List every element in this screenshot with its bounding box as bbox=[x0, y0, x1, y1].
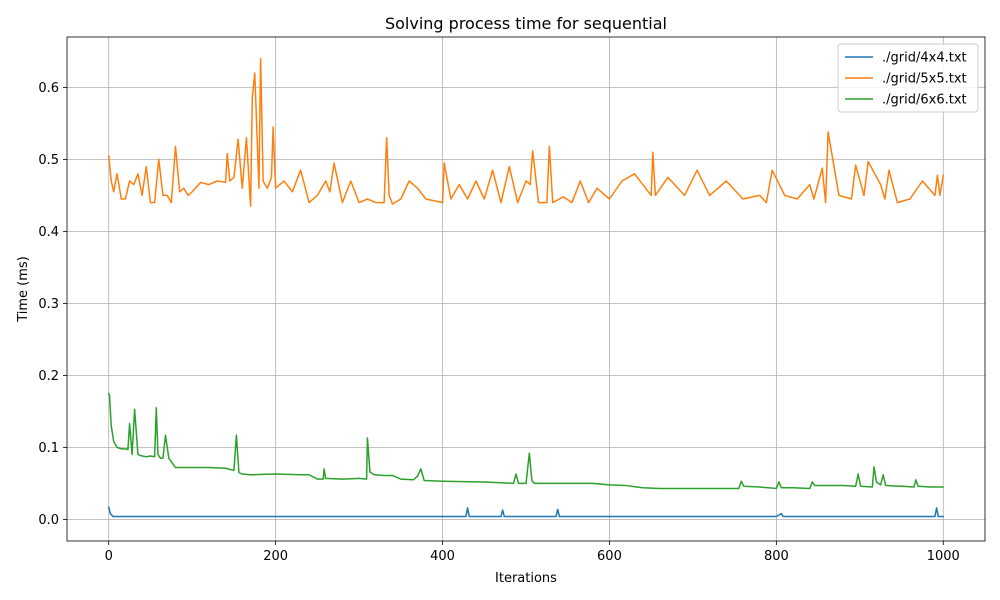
chart-title: Solving process time for sequential bbox=[385, 14, 667, 33]
y-tick-label: 0.6 bbox=[38, 81, 59, 96]
y-tick-label: 0.1 bbox=[38, 441, 59, 456]
legend: ./grid/4x4.txt ./grid/5x5.txt ./grid/6x6.t… bbox=[837, 43, 979, 113]
x-tick-label: 400 bbox=[430, 549, 455, 564]
series-line-3 bbox=[107, 392, 945, 490]
x-tick-label: 0 bbox=[105, 549, 113, 564]
grid-layer bbox=[67, 37, 985, 541]
tick-layer: 0 200 400 600 800 1000 0.0 0.1 0.2 0.3 0.4 0.5 0.6 bbox=[38, 81, 960, 564]
series-line-2 bbox=[107, 57, 945, 207]
series-line-1 bbox=[107, 506, 945, 518]
x-tick-label: 200 bbox=[263, 549, 288, 564]
legend-box bbox=[837, 43, 979, 113]
legend-label: ./grid/6x6.txt bbox=[882, 93, 967, 108]
legend-label: ./grid/5x5.txt bbox=[882, 72, 967, 87]
y-tick-label: 0.2 bbox=[38, 369, 59, 384]
plot-frame bbox=[66, 36, 986, 542]
series-layer bbox=[107, 57, 945, 518]
x-tick-label: 1000 bbox=[927, 549, 960, 564]
y-tick-label: 0.4 bbox=[38, 225, 59, 240]
y-tick-label: 0.0 bbox=[38, 513, 59, 528]
y-axis-label: Time (ms) bbox=[16, 256, 31, 323]
x-axis-label: Iterations bbox=[495, 571, 557, 586]
x-tick-label: 800 bbox=[764, 549, 789, 564]
y-tick-label: 0.5 bbox=[38, 153, 59, 168]
legend-items: ./grid/4x4.txt ./grid/5x5.txt ./grid/6x6.t… bbox=[845, 51, 967, 108]
legend-label: ./grid/4x4.txt bbox=[882, 51, 967, 66]
x-tick-label: 600 bbox=[597, 549, 622, 564]
y-tick-label: 0.3 bbox=[38, 297, 59, 312]
